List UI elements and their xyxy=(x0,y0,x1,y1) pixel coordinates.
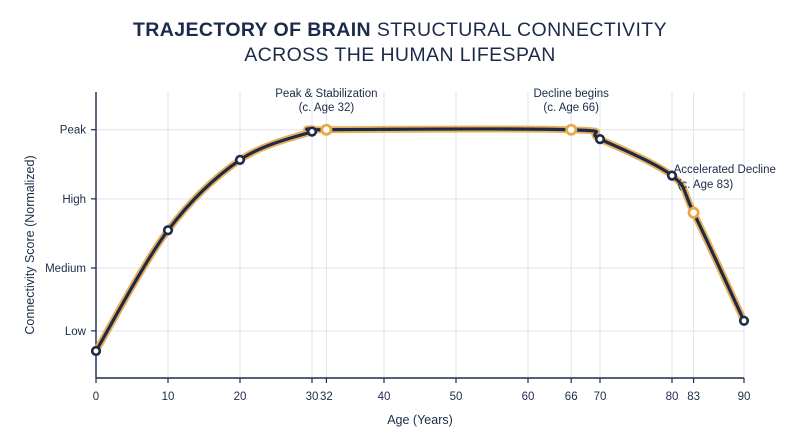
chart-title: TRAJECTORY OF BRAIN STRUCTURAL CONNECTIV… xyxy=(0,18,800,68)
x-tick-label: 70 xyxy=(594,391,607,403)
title-rest-part: STRUCTURAL CONNECTIVITY xyxy=(376,19,667,41)
x-tick-label: 60 xyxy=(522,391,535,403)
x-tick-label: 90 xyxy=(738,391,751,403)
x-tick-label: 10 xyxy=(162,391,175,403)
annotation-text: Decline begins xyxy=(533,88,609,100)
annotation-text: Accelerated Decline xyxy=(674,164,776,176)
x-tick-label: 50 xyxy=(450,391,463,403)
highlight-point xyxy=(320,123,333,136)
data-point xyxy=(594,134,606,145)
series-line xyxy=(94,127,746,353)
title-line-2: ACROSS THE HUMAN LIFESPAN xyxy=(244,44,556,66)
data-point xyxy=(162,225,174,236)
x-tick-label: 40 xyxy=(378,391,391,403)
y-tick-label: Medium xyxy=(45,263,86,275)
highlight-point xyxy=(565,123,578,136)
title-line-1: TRAJECTORY OF BRAIN STRUCTURAL CONNECTIV… xyxy=(0,18,800,43)
data-point xyxy=(666,170,678,181)
x-tick-label: 66 xyxy=(565,391,578,403)
annotation-text: (c. Age 32) xyxy=(299,102,355,114)
x-tick-label: 20 xyxy=(234,391,247,403)
data-point xyxy=(306,126,318,137)
x-tick-label: 0 xyxy=(93,391,99,403)
title-bold-part: TRAJECTORY OF BRAIN xyxy=(132,19,371,41)
y-axis-label: Connectivity Score (Normalized) xyxy=(23,155,37,334)
data-point xyxy=(234,154,246,165)
y-tick-label: Peak xyxy=(60,125,86,137)
y-tick-label: Low xyxy=(65,326,87,338)
x-tick-label: 32 xyxy=(320,391,333,403)
x-axis-label: Age (Years) xyxy=(387,413,453,427)
data-point xyxy=(90,345,102,357)
y-tick-label: High xyxy=(62,194,86,206)
x-tick-label: 80 xyxy=(666,391,679,403)
data-point xyxy=(738,315,750,326)
annotation-text: Peak & Stabilization xyxy=(275,88,377,100)
x-tick-label: 83 xyxy=(687,391,700,403)
annotation-text: (c. Age 83) xyxy=(678,179,734,191)
x-tick-label: 30 xyxy=(306,391,319,403)
annotation-text: (c. Age 66) xyxy=(543,102,599,114)
highlight-point xyxy=(687,206,700,219)
